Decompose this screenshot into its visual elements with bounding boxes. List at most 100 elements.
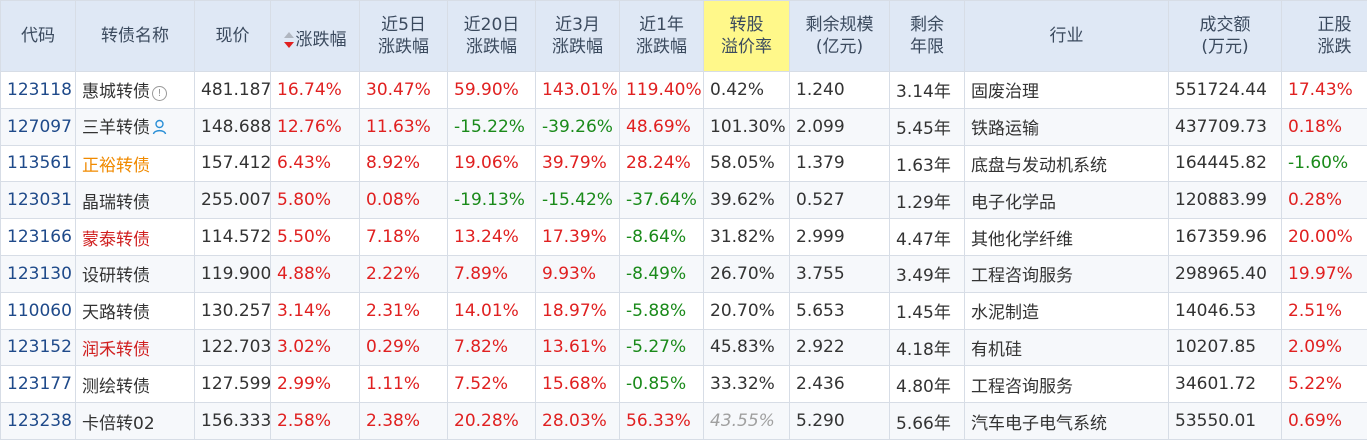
change-20d-cell: 7.52% bbox=[447, 365, 536, 404]
table-row[interactable]: 123166 蒙泰转债 114.572 5.50% 7.18% 13.24% 17.39% -… bbox=[0, 218, 1367, 256]
table-body: 123118 惠城转债! 481.187 16.74% 30.47% 59.90% 143.… bbox=[0, 71, 1367, 440]
change-20d-cell: 7.89% bbox=[447, 254, 536, 293]
stock-change-cell: -1.60% bbox=[1281, 144, 1367, 183]
header-remaining-size[interactable]: 剩余规模 (亿元) bbox=[789, 0, 890, 72]
premium-cell: 58.05% bbox=[703, 144, 790, 183]
turnover-cell: 437709.73 bbox=[1168, 107, 1282, 146]
remaining-years-cell: 3.14年 bbox=[889, 71, 965, 109]
header-change-5d[interactable]: 近5日 涨跌幅 bbox=[359, 0, 448, 72]
change-1y-cell: -5.88% bbox=[619, 291, 704, 330]
change-3m-cell: 9.93% bbox=[535, 254, 620, 293]
bond-name[interactable]: 卡倍转02 bbox=[75, 402, 195, 440]
change-20d-cell: -19.13% bbox=[447, 181, 536, 220]
bond-code[interactable]: 127097 bbox=[0, 107, 76, 146]
stock-change-cell: 0.18% bbox=[1281, 107, 1367, 146]
change-pct-cell: 16.74% bbox=[270, 71, 360, 109]
header-change-20d[interactable]: 近20日 涨跌幅 bbox=[447, 0, 536, 72]
change-5d-cell: 1.11% bbox=[359, 365, 448, 404]
change-20d-cell: 13.24% bbox=[447, 218, 536, 256]
header-change-1y[interactable]: 近1年 涨跌幅 bbox=[619, 0, 704, 72]
change-pct-cell: 4.88% bbox=[270, 254, 360, 293]
change-pct-cell: 5.50% bbox=[270, 218, 360, 256]
remaining-size-cell: 2.922 bbox=[789, 328, 890, 367]
change-5d-cell: 11.63% bbox=[359, 107, 448, 146]
remaining-years-cell: 1.29年 bbox=[889, 181, 965, 220]
table-row[interactable]: 123152 润禾转债 122.703 3.02% 0.29% 7.82% 13.61% -5… bbox=[0, 328, 1367, 367]
bond-name[interactable]: 天路转债 bbox=[75, 291, 195, 330]
bond-code[interactable]: 123130 bbox=[0, 254, 76, 293]
header-remaining-years[interactable]: 剩余 年限 bbox=[889, 0, 965, 72]
stock-change-cell: 5.22% bbox=[1281, 365, 1367, 404]
stock-change-cell: 2.09% bbox=[1281, 328, 1367, 367]
sort-desc-icon bbox=[283, 31, 294, 48]
remaining-size-cell: 2.999 bbox=[789, 218, 890, 256]
bond-code[interactable]: 123238 bbox=[0, 402, 76, 440]
price-cell: 130.257 bbox=[194, 291, 271, 330]
remaining-years-cell: 5.66年 bbox=[889, 402, 965, 440]
change-20d-cell: 14.01% bbox=[447, 291, 536, 330]
table-row[interactable]: 123031 晶瑞转债 255.007 5.80% 0.08% -19.13% -15.42… bbox=[0, 181, 1367, 220]
header-conversion-premium[interactable]: 转股 溢价率 bbox=[703, 0, 790, 72]
table-row[interactable]: 123118 惠城转债! 481.187 16.74% 30.47% 59.90% 143.… bbox=[0, 71, 1367, 109]
info-icon[interactable]: ! bbox=[152, 86, 167, 102]
header-bond-name[interactable]: 转债名称 bbox=[75, 0, 195, 72]
bond-code[interactable]: 123177 bbox=[0, 365, 76, 404]
remaining-years-cell: 4.80年 bbox=[889, 365, 965, 404]
bond-code[interactable]: 123152 bbox=[0, 328, 76, 367]
header-change-pct[interactable]: 涨跌幅 bbox=[270, 0, 360, 72]
stock-change-cell: 19.97% bbox=[1281, 254, 1367, 293]
bond-name[interactable]: 蒙泰转债 bbox=[75, 218, 195, 256]
premium-cell: 31.82% bbox=[703, 218, 790, 256]
table-row[interactable]: 127097 三羊转债 148.688 12.76% 11.63% -15.22% -39.… bbox=[0, 107, 1367, 146]
bond-code[interactable]: 123166 bbox=[0, 218, 76, 256]
premium-cell: 33.32% bbox=[703, 365, 790, 404]
industry-cell: 铁路运输 bbox=[964, 107, 1169, 146]
premium-cell: 20.70% bbox=[703, 291, 790, 330]
table-row[interactable]: 113561 正裕转债 157.412 6.43% 8.92% 19.06% 39.79% 2… bbox=[0, 144, 1367, 183]
remaining-size-cell: 2.099 bbox=[789, 107, 890, 146]
table-row[interactable]: 123177 测绘转债 127.599 2.99% 1.11% 7.52% 15.68% -0… bbox=[0, 365, 1367, 404]
change-1y-cell: -8.64% bbox=[619, 218, 704, 256]
premium-cell: 45.83% bbox=[703, 328, 790, 367]
bond-name[interactable]: 晶瑞转债 bbox=[75, 181, 195, 220]
header-row: 代码 转债名称 现价 涨跌幅 近5日 涨跌幅 近20日 涨跌幅 近3月 涨跌幅 近1年… bbox=[0, 0, 1367, 72]
bond-code[interactable]: 110060 bbox=[0, 291, 76, 330]
change-3m-cell: 39.79% bbox=[535, 144, 620, 183]
bond-name[interactable]: 设研转债 bbox=[75, 254, 195, 293]
table-row[interactable]: 123130 设研转债 119.900 4.88% 2.22% 7.89% 9.93% -8.… bbox=[0, 254, 1367, 293]
turnover-cell: 34601.72 bbox=[1168, 365, 1282, 404]
remaining-size-cell: 1.240 bbox=[789, 71, 890, 109]
bond-code[interactable]: 123031 bbox=[0, 181, 76, 220]
change-5d-cell: 0.08% bbox=[359, 181, 448, 220]
industry-cell: 电子化学品 bbox=[964, 181, 1169, 220]
industry-cell: 工程咨询服务 bbox=[964, 365, 1169, 404]
header-stock-change[interactable]: 正股 涨跌 bbox=[1281, 0, 1367, 72]
change-pct-cell: 5.80% bbox=[270, 181, 360, 220]
change-3m-cell: 28.03% bbox=[535, 402, 620, 440]
change-20d-cell: -15.22% bbox=[447, 107, 536, 146]
table-row[interactable]: 123238 卡倍转02 156.333 2.58% 2.38% 20.28% 28.03%… bbox=[0, 402, 1367, 440]
header-code[interactable]: 代码 bbox=[0, 0, 76, 72]
user-icon[interactable] bbox=[152, 119, 167, 140]
bond-name[interactable]: 润禾转债 bbox=[75, 328, 195, 367]
change-1y-cell: -5.27% bbox=[619, 328, 704, 367]
header-price[interactable]: 现价 bbox=[194, 0, 271, 72]
bond-code[interactable]: 113561 bbox=[0, 144, 76, 183]
table-row[interactable]: 110060 天路转债 130.257 3.14% 2.31% 14.01% 18.97% -… bbox=[0, 291, 1367, 330]
header-change-3m[interactable]: 近3月 涨跌幅 bbox=[535, 0, 620, 72]
stock-change-cell: 20.00% bbox=[1281, 218, 1367, 256]
bond-code[interactable]: 123118 bbox=[0, 71, 76, 109]
bond-name[interactable]: 三羊转债 bbox=[75, 107, 195, 146]
header-industry[interactable]: 行业 bbox=[964, 0, 1169, 72]
turnover-cell: 298965.40 bbox=[1168, 254, 1282, 293]
remaining-size-cell: 0.527 bbox=[789, 181, 890, 220]
bond-name[interactable]: 惠城转债! bbox=[75, 71, 195, 109]
bond-name[interactable]: 测绘转债 bbox=[75, 365, 195, 404]
premium-cell: 43.55% bbox=[703, 402, 790, 440]
change-20d-cell: 20.28% bbox=[447, 402, 536, 440]
turnover-cell: 53550.01 bbox=[1168, 402, 1282, 440]
bond-name[interactable]: 正裕转债 bbox=[75, 144, 195, 183]
change-pct-cell: 3.14% bbox=[270, 291, 360, 330]
change-20d-cell: 7.82% bbox=[447, 328, 536, 367]
header-turnover[interactable]: 成交额 (万元) bbox=[1168, 0, 1282, 72]
